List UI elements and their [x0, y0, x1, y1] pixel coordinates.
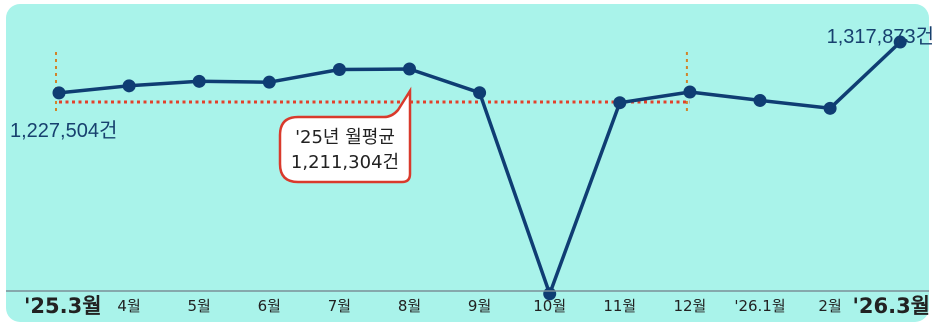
period-marker-lines — [55, 52, 688, 112]
average-callout: '25년 월평균 1,211,304건 — [278, 86, 412, 184]
plot-background — [6, 4, 929, 322]
data-point — [683, 85, 697, 99]
data-point — [122, 79, 136, 93]
data-point — [823, 101, 837, 115]
x-tick-label: 4월 — [117, 297, 140, 315]
x-tick-label: 8월 — [398, 297, 421, 315]
data-point — [893, 35, 907, 49]
series-line — [58, 40, 902, 296]
x-tick-label: 9월 — [468, 297, 491, 315]
data-point — [753, 93, 767, 107]
x-tick-label: 6월 — [258, 297, 281, 315]
x-tick-label: '25.3월 — [24, 294, 102, 318]
value-label-group: 1,227,504건 1,317,873건 — [10, 25, 934, 142]
x-tick-label: '26.1월 — [734, 297, 785, 315]
x-tick-label: 12월 — [673, 297, 706, 315]
data-point — [613, 96, 627, 110]
data-point — [52, 86, 66, 100]
x-tick-label: 10월 — [533, 297, 566, 315]
x-tick-label: 5월 — [188, 297, 211, 315]
x-tick-label: '26.3월 — [852, 294, 930, 318]
callout-label: '25년 월평균 — [295, 127, 395, 148]
data-point — [332, 63, 346, 77]
start-value-label: 1,227,504건 — [10, 119, 117, 142]
callout-bubble — [278, 86, 412, 184]
x-axis-ticks: '25.3월 4월 5월 6월 7월 8월 9월 10월 11월 12월 '26.1월 2월 '26.3… — [24, 294, 930, 318]
x-tick-label: 11월 — [603, 297, 636, 315]
x-tick-label: 7월 — [328, 297, 351, 315]
series-group — [52, 35, 907, 301]
data-point — [473, 86, 487, 100]
data-point — [403, 62, 416, 76]
end-value-label: 1,317,873건 — [827, 25, 934, 48]
x-tick-label: 2월 — [818, 297, 841, 315]
data-point — [262, 75, 276, 89]
data-point — [192, 74, 206, 88]
callout-value: 1,211,304건 — [291, 152, 399, 173]
